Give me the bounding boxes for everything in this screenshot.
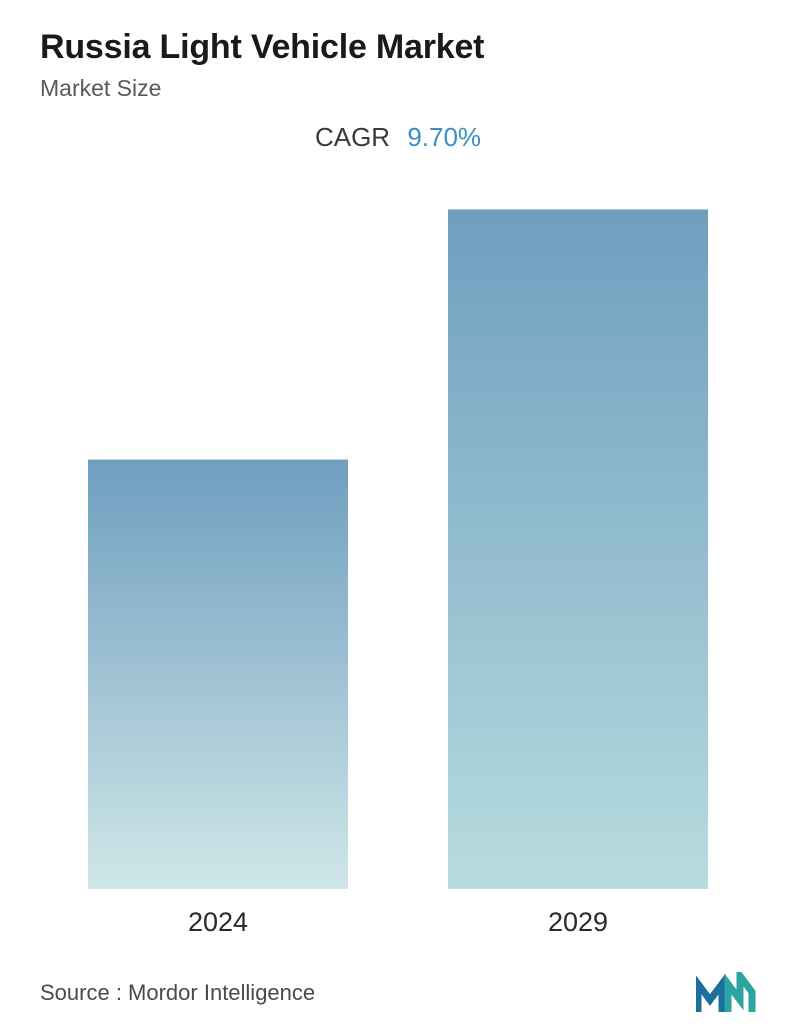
bar (88, 459, 348, 889)
cagr-value: 9.70% (407, 122, 481, 152)
page-title: Russia Light Vehicle Market (40, 28, 756, 67)
cagr-label: CAGR (315, 122, 390, 152)
footer: Source : Mordor Intelligence (40, 968, 756, 1014)
bar (448, 209, 708, 889)
source-text: Source : Mordor Intelligence (40, 980, 315, 1006)
bar-wrap (448, 209, 708, 889)
brand-logo-icon (696, 972, 756, 1014)
bar-wrap (88, 459, 348, 889)
x-axis-label: 2024 (88, 907, 348, 938)
chart-container: Russia Light Vehicle Market Market Size … (0, 0, 796, 1034)
bar-chart (40, 163, 756, 901)
x-axis-label: 2029 (448, 907, 708, 938)
page-subtitle: Market Size (40, 75, 756, 102)
cagr-row: CAGR 9.70% (40, 122, 756, 153)
x-axis-labels: 2024 2029 (40, 907, 756, 938)
